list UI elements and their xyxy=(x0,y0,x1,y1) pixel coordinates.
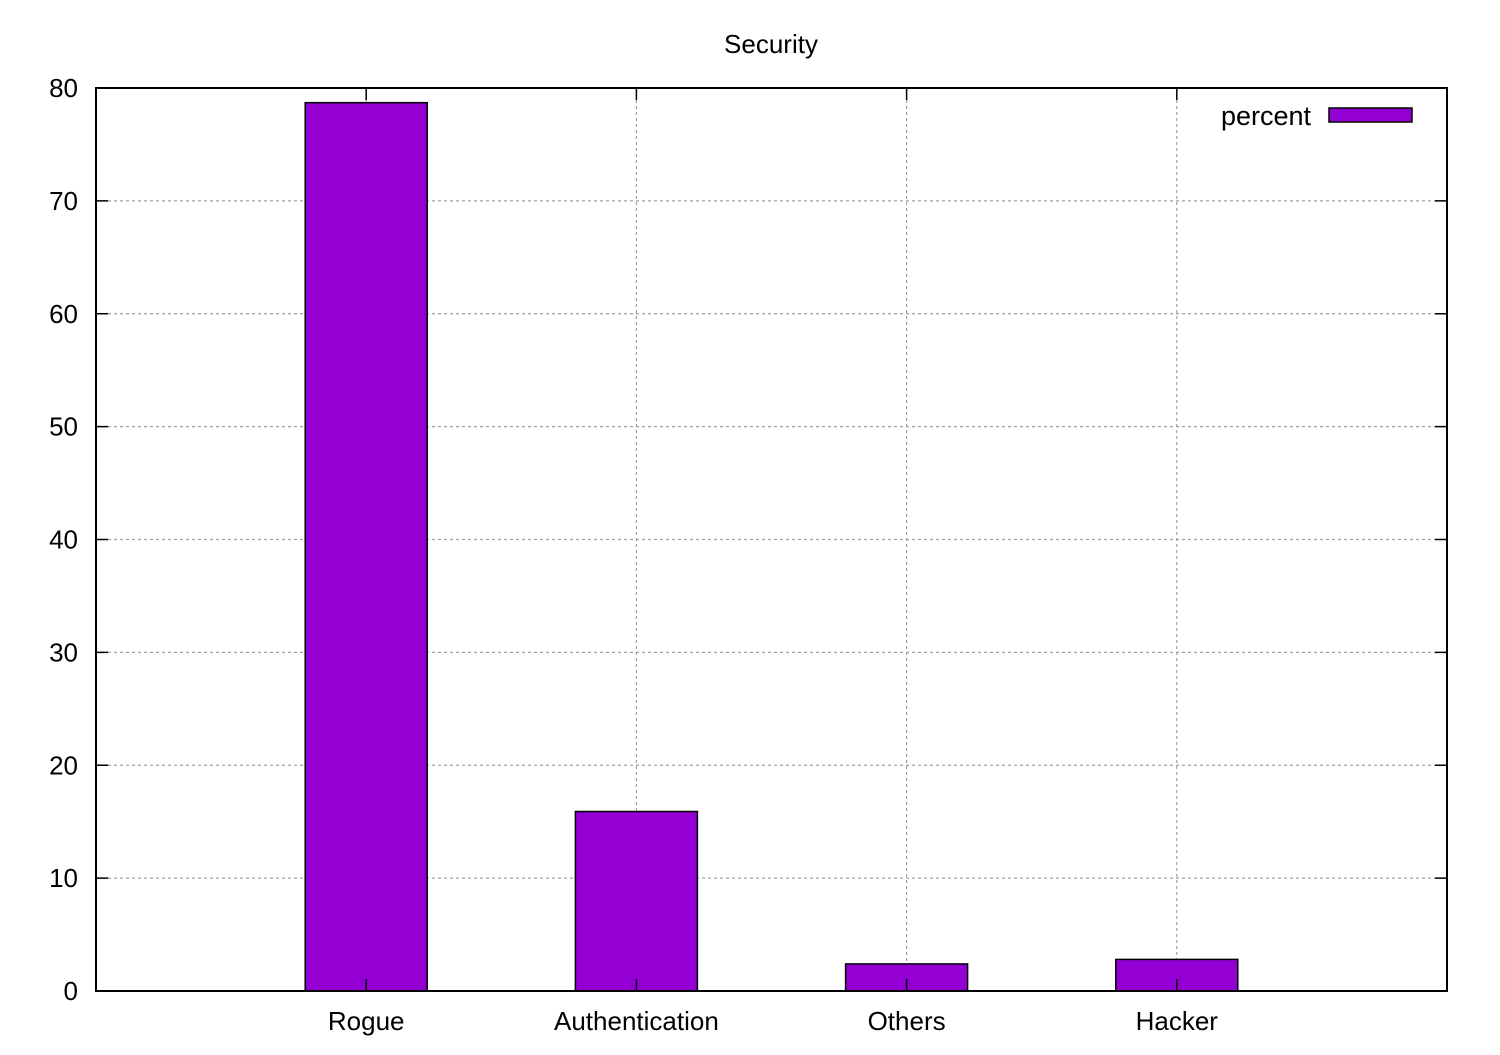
y-tick-label: 70 xyxy=(49,186,78,216)
legend: percent xyxy=(1221,101,1413,131)
y-tick-label: 0 xyxy=(64,976,78,1006)
x-tick-label: Authentication xyxy=(554,1006,719,1036)
bars xyxy=(304,101,1239,992)
y-tick-label: 10 xyxy=(49,863,78,893)
x-tick-label: Rogue xyxy=(328,1006,405,1036)
bar-rogue xyxy=(304,101,428,992)
y-tick-label: 80 xyxy=(49,73,78,103)
x-tick-label: Others xyxy=(868,1006,946,1036)
y-tick-label: 50 xyxy=(49,412,78,442)
y-tick-label: 40 xyxy=(49,525,78,555)
bar-authentication xyxy=(574,810,699,992)
grid-lines xyxy=(96,88,1447,991)
legend-swatch xyxy=(1328,107,1413,123)
y-tick-label: 30 xyxy=(49,637,78,667)
chart-title: Security xyxy=(724,29,818,59)
y-tick-label: 20 xyxy=(49,750,78,780)
axes: 0 10 20 30 40 50 60 70 80 Rogue Authentication Othe… xyxy=(49,73,1448,1036)
y-tick-label: 60 xyxy=(49,299,78,329)
x-tick-label: Hacker xyxy=(1136,1006,1219,1036)
legend-label: percent xyxy=(1221,101,1312,131)
